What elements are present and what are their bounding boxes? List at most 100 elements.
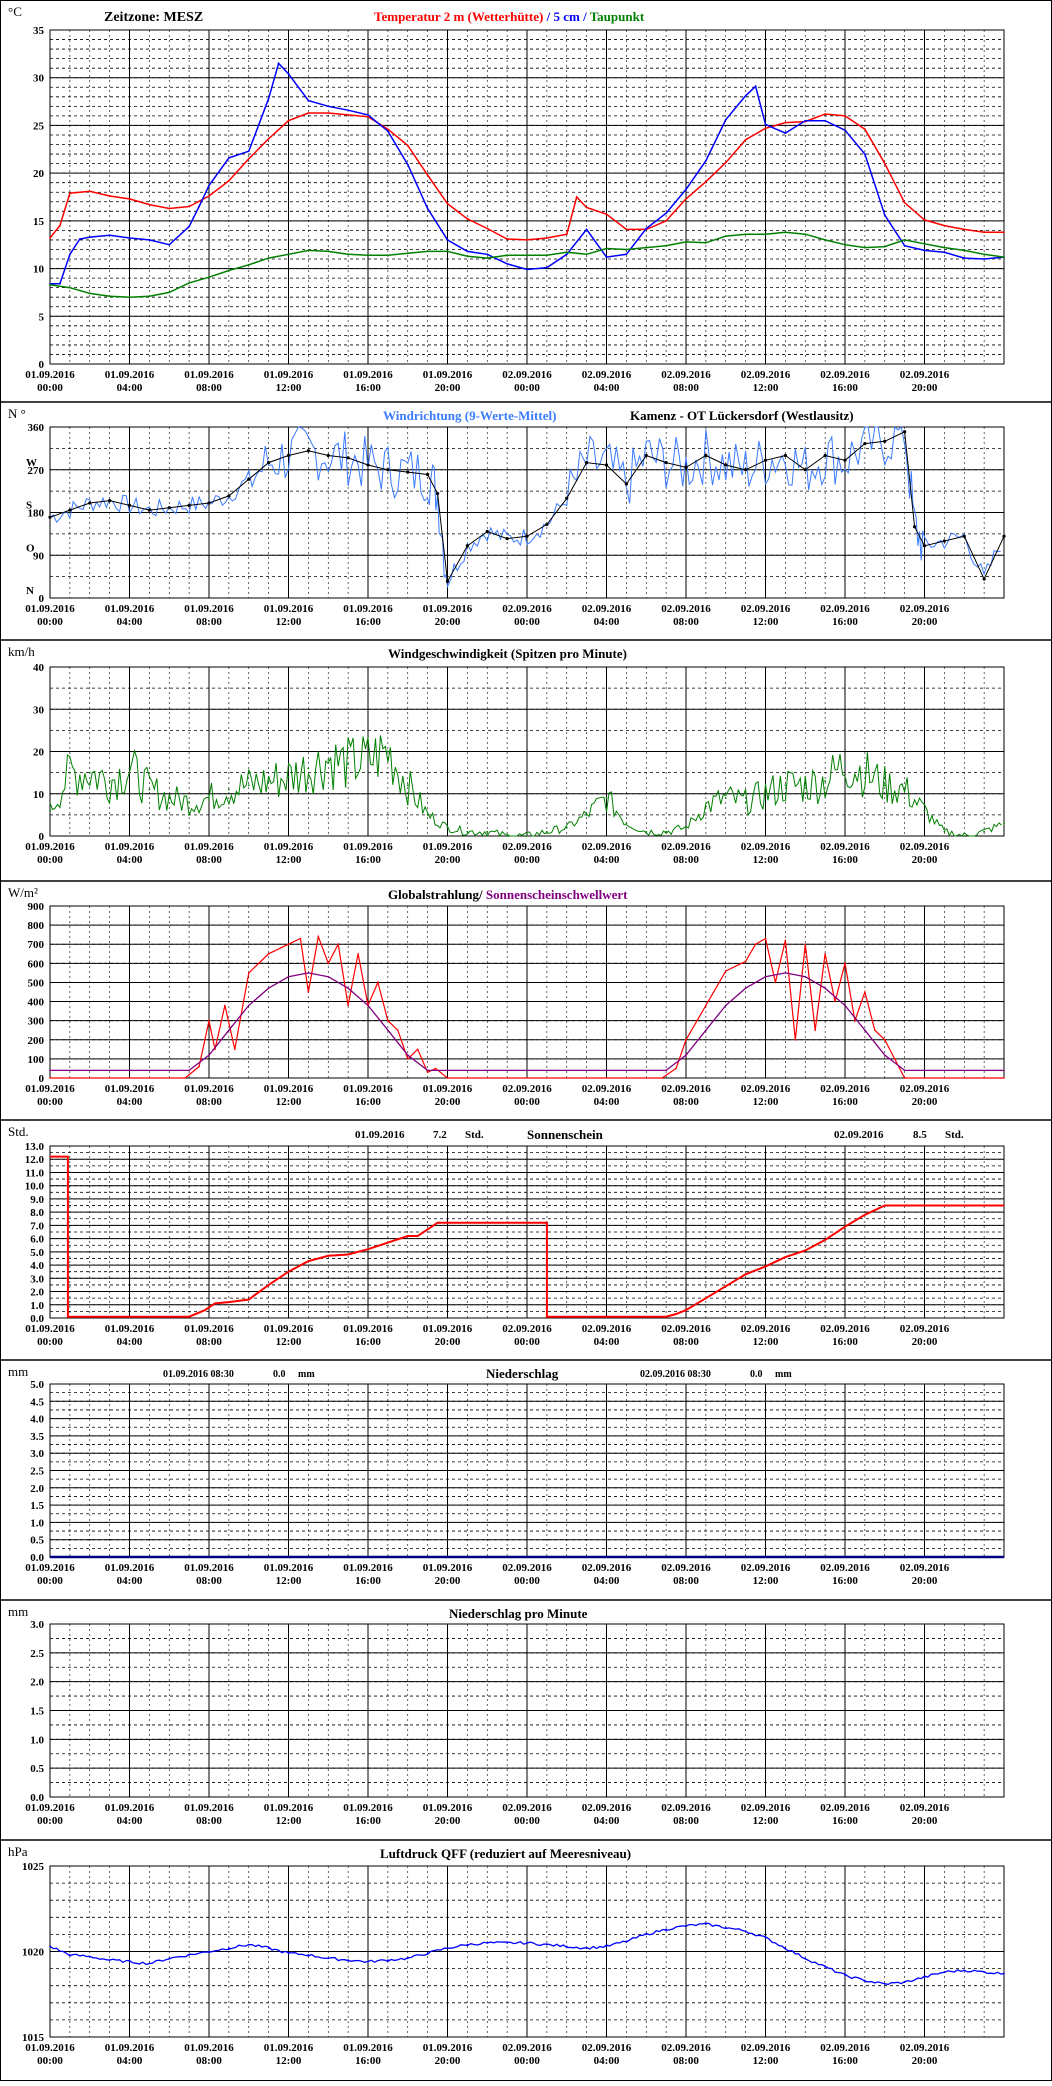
- data-point-temp5cm: [545, 266, 548, 269]
- x-tick-time: 08:00: [673, 1096, 699, 1108]
- data-point-pressure: [88, 1955, 91, 1958]
- data-point-threshold: [208, 1054, 210, 1056]
- x-tick-date: 02.09.2016: [661, 1562, 711, 1574]
- data-point-wind-speed: [426, 813, 429, 816]
- data-point-pressure: [983, 1971, 986, 1973]
- data-point-temp5cm: [724, 118, 727, 121]
- x-tick-date: 02.09.2016: [502, 603, 552, 615]
- data-point-dewpoint: [844, 243, 846, 246]
- x-tick-date: 02.09.2016: [741, 1323, 791, 1335]
- data-point-wind-speed: [287, 775, 290, 778]
- y-tick-label: 100: [28, 1054, 45, 1066]
- data-point-pressure: [327, 1957, 330, 1960]
- data-point-threshold: [188, 1069, 190, 1072]
- data-point-wind-speed: [446, 826, 449, 829]
- compass-label: S: [26, 500, 32, 512]
- y-tick-label: 4.5: [30, 1396, 44, 1408]
- x-tick-time: 04:00: [117, 2055, 143, 2067]
- data-point-radiation: [814, 1029, 816, 1032]
- precip-total-value: 0.0: [273, 1369, 286, 1380]
- y-tick-label: 900: [28, 901, 45, 913]
- data-point-radiation: [49, 1077, 51, 1079]
- unit-label: N °: [8, 406, 26, 421]
- y-tick-label: 1015: [22, 2032, 45, 2044]
- data-point-radiation: [317, 935, 320, 938]
- data-point-radiation: [347, 1004, 349, 1007]
- data-point-wind-speed: [784, 784, 787, 787]
- data-point-wind-speed: [923, 809, 926, 812]
- x-tick-date: 02.09.2016: [502, 2042, 552, 2054]
- data-point-wind-speed: [347, 763, 350, 766]
- data-point-radiation: [184, 1077, 186, 1079]
- data-point-dewpoint: [605, 247, 608, 250]
- x-tick-date: 01.09.2016: [184, 603, 234, 615]
- chart-title: Windrichtung (9-Werte-Mittel): [383, 408, 556, 423]
- x-tick-time: 04:00: [594, 1336, 620, 1348]
- x-tick-date: 02.09.2016: [820, 1323, 870, 1335]
- x-tick-time: 20:00: [912, 1815, 938, 1827]
- x-tick-date: 01.09.2016: [25, 2042, 75, 2054]
- data-point-threshold: [307, 972, 310, 974]
- data-point-threshold: [903, 1069, 906, 1072]
- y-tick-label: 1.0: [30, 1517, 44, 1529]
- precip-total-date: 01.09.2016 08:30: [163, 1369, 234, 1380]
- x-tick-date: 01.09.2016: [423, 1562, 473, 1574]
- x-tick-date: 01.09.2016: [25, 1802, 75, 1814]
- y-tick-label: 12.0: [25, 1154, 45, 1166]
- x-tick-date: 01.09.2016: [25, 1562, 75, 1574]
- x-tick-time: 16:00: [355, 1336, 381, 1348]
- y-tick-label: 0.0: [30, 1313, 44, 1325]
- data-point-pressure: [804, 1957, 807, 1960]
- data-point-radiation: [357, 952, 359, 955]
- x-tick-time: 08:00: [196, 616, 222, 628]
- data-point-threshold: [287, 975, 290, 978]
- data-point-pressure: [188, 1954, 191, 1956]
- x-tick-time: 00:00: [37, 2055, 63, 2067]
- x-tick-time: 16:00: [832, 854, 858, 866]
- x-tick-time: 00:00: [37, 1096, 63, 1108]
- x-tick-date: 01.09.2016: [264, 1323, 314, 1335]
- precip-total-unit: mm: [298, 1369, 315, 1380]
- data-point-temp5cm: [198, 205, 200, 208]
- y-tick-label: 8.0: [30, 1207, 44, 1219]
- precip-total-date: 02.09.2016 08:30: [640, 1369, 711, 1380]
- data-point-radiation: [705, 1004, 707, 1007]
- data-point-dewpoint: [963, 249, 966, 252]
- x-tick-time: 16:00: [832, 616, 858, 628]
- x-tick-date: 01.09.2016: [25, 603, 75, 615]
- chart-title: Niederschlag pro Minute: [449, 1606, 588, 1621]
- data-point-wind-speed: [1003, 822, 1005, 825]
- data-point-radiation: [446, 1077, 449, 1079]
- x-tick-time: 12:00: [276, 1575, 302, 1587]
- x-tick-time: 00:00: [514, 616, 540, 628]
- x-tick-time: 16:00: [832, 1815, 858, 1827]
- data-point-temp5cm: [844, 129, 846, 132]
- x-tick-time: 20:00: [435, 1815, 461, 1827]
- y-tick-label: 700: [28, 939, 45, 951]
- data-point-pressure: [247, 1943, 250, 1946]
- data-point-pressure: [466, 1943, 469, 1946]
- x-tick-time: 04:00: [117, 1336, 143, 1348]
- y-tick-label: 360: [28, 422, 45, 434]
- x-tick-date: 02.09.2016: [820, 2042, 870, 2054]
- data-point-temp5cm: [466, 250, 469, 253]
- data-point-pressure: [704, 1923, 707, 1926]
- data-point-radiation: [794, 1038, 797, 1041]
- x-tick-time: 04:00: [117, 854, 143, 866]
- x-tick-date: 02.09.2016: [502, 1802, 552, 1814]
- panel-radiation: 010020030040050060070080090001.09.201600…: [0, 885, 1052, 1121]
- title-part: 5 cm: [553, 9, 580, 24]
- data-point-pressure: [943, 1971, 946, 1973]
- x-tick-time: 04:00: [117, 616, 143, 628]
- x-tick-time: 16:00: [355, 616, 381, 628]
- x-tick-date: 02.09.2016: [900, 1802, 950, 1814]
- data-point-dewpoint: [943, 246, 946, 249]
- data-point-pressure: [307, 1954, 310, 1956]
- data-point-threshold: [844, 1004, 846, 1007]
- x-tick-time: 12:00: [276, 616, 302, 628]
- data-point-threshold: [744, 987, 747, 989]
- y-tick-label: 10: [33, 264, 45, 276]
- data-point-temp2m: [247, 157, 250, 160]
- data-point-threshold: [685, 1054, 687, 1056]
- data-point-temp5cm: [704, 159, 707, 162]
